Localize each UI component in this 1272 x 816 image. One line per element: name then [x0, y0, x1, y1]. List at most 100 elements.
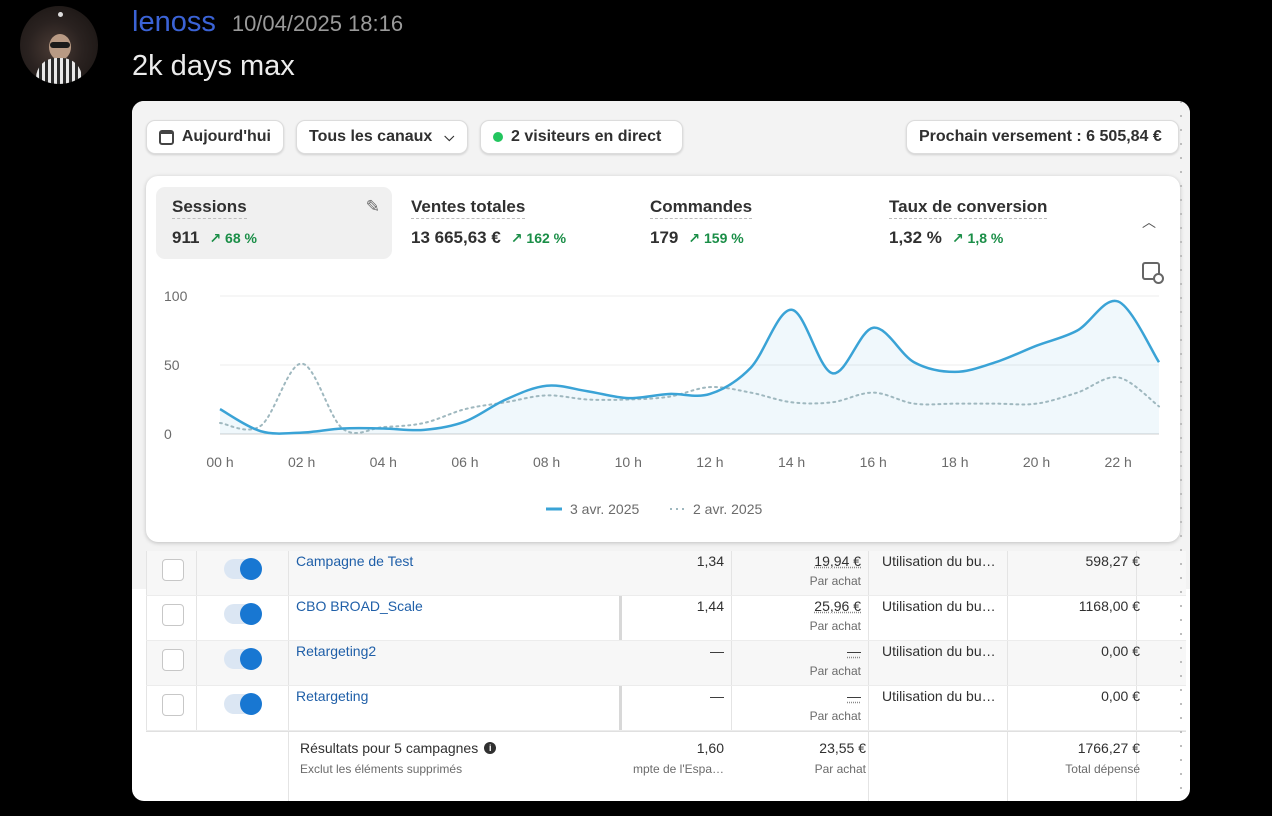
- metric-change: ↗ 1,8 %: [951, 230, 1004, 246]
- live-visitors-button[interactable]: 2 visiteurs en direct: [480, 120, 683, 154]
- row-cost-cell: — Par achat: [746, 688, 861, 723]
- chevron-down-icon: ⌵: [444, 129, 455, 144]
- column-divider: [288, 641, 289, 685]
- legend-label-current: 3 avr. 2025: [570, 501, 639, 517]
- table-row[interactable]: Retargeting — — Par achat Utilisation du bu……: [146, 686, 1186, 731]
- x-tick-label: 12 h: [696, 454, 723, 470]
- campaign-name-link[interactable]: Campagne de Test: [296, 553, 414, 569]
- metric-value: 179: [650, 228, 679, 247]
- x-tick-label: 08 h: [533, 454, 560, 470]
- attached-screenshot[interactable]: Aujourd'hui Tous les canaux ⌵ 2 visiteur…: [132, 101, 1190, 801]
- y-tick-label: 50: [164, 357, 180, 373]
- message-timestamp: 10/04/2025 18:16: [231, 11, 404, 36]
- row-checkbox[interactable]: [162, 649, 184, 671]
- column-divider: [288, 732, 289, 801]
- x-tick-label: 22 h: [1105, 454, 1132, 470]
- toggle-knob: [240, 648, 262, 670]
- column-divider: [146, 596, 147, 640]
- metric-label: Ventes totales: [411, 197, 526, 219]
- payout-label: Prochain versement : 6 505,84 €: [919, 128, 1162, 145]
- metric-label: Taux de conversion: [889, 197, 1048, 219]
- metric-change: ↗ 162 %: [510, 230, 567, 246]
- metric-conversion-rate[interactable]: Taux de conversion 1,32 % ↗ 1,8 %: [873, 187, 1109, 259]
- column-divider: [1136, 551, 1137, 595]
- metric-label: Sessions: [172, 197, 247, 219]
- row-checkbox[interactable]: [162, 559, 184, 581]
- avatar-light: [58, 12, 63, 17]
- summary-rate-value: 1,60: [696, 740, 724, 756]
- column-divider: [146, 551, 147, 595]
- x-tick-label: 02 h: [288, 454, 315, 470]
- avatar-glasses: [50, 42, 70, 48]
- column-divider: [288, 551, 289, 595]
- row-spent-value: 598,27 €: [1085, 553, 1141, 569]
- column-divider: [1007, 641, 1008, 685]
- row-checkbox[interactable]: [162, 694, 184, 716]
- row-cost-cell: — Par achat: [746, 643, 861, 678]
- column-divider: [146, 641, 147, 685]
- metric-value: 13 665,63 €: [411, 228, 501, 247]
- metric-value: 1,32 %: [889, 228, 942, 247]
- avatar-shirt: [36, 58, 82, 84]
- summary-rate-sub: mpte de l'Espa…: [632, 762, 724, 776]
- live-dot-icon: [493, 132, 503, 142]
- toggle-knob: [240, 693, 262, 715]
- info-icon[interactable]: i: [484, 742, 497, 754]
- campaign-toggle[interactable]: [224, 603, 262, 625]
- row-spent-value: 1168,00 €: [1078, 598, 1140, 614]
- y-tick-label: 100: [164, 288, 188, 304]
- y-tick-label: 0: [164, 426, 172, 442]
- table-row[interactable]: Retargeting2 — — Par achat Utilisation du bu…: [146, 641, 1186, 686]
- row-cost-sub: Par achat: [809, 574, 861, 588]
- metric-value: 911: [172, 228, 200, 247]
- column-divider: [731, 686, 732, 730]
- summary-title-text: Résultats pour 5 campagnes: [300, 740, 479, 756]
- row-rate-value: 1,34: [696, 553, 724, 569]
- analytics-card: Sessions ✎ 911 ↗ 68 % Ventes totales 13 …: [146, 176, 1180, 542]
- campaign-name-link[interactable]: CBO BROAD_Scale: [296, 598, 423, 614]
- row-spent-value: 0,00 €: [1101, 688, 1140, 704]
- legend-label-previous: 2 avr. 2025: [693, 501, 762, 517]
- column-divider: [1136, 732, 1137, 801]
- row-cost-sub: Par achat: [809, 709, 861, 723]
- row-budget-type: Utilisation du bu…: [882, 598, 996, 614]
- date-filter-button[interactable]: Aujourd'hui: [146, 120, 284, 154]
- summary-spent-value: 1766,27 €: [1077, 740, 1140, 756]
- campaign-name-link[interactable]: Retargeting2: [296, 643, 377, 659]
- username[interactable]: lenoss: [132, 6, 216, 38]
- pencil-icon[interactable]: ✎: [365, 197, 380, 216]
- metric-change: ↗ 68 %: [209, 230, 257, 246]
- column-divider: [731, 596, 732, 640]
- row-cost-cell: 19,94 € Par achat: [746, 553, 861, 588]
- campaign-toggle[interactable]: [224, 693, 262, 715]
- column-divider: [731, 551, 732, 595]
- campaign-toggle[interactable]: [224, 558, 262, 580]
- table-row[interactable]: Campagne de Test 1,34 19,94 € Par achat Util…: [146, 551, 1186, 596]
- channels-dropdown[interactable]: Tous les canaux ⌵: [296, 120, 468, 154]
- x-tick-label: 10 h: [615, 454, 642, 470]
- campaign-toggle[interactable]: [224, 648, 262, 670]
- user-avatar[interactable]: [20, 6, 98, 84]
- chevron-up-icon[interactable]: ︿: [1142, 214, 1156, 230]
- metric-orders[interactable]: Commandes 179 ↗ 159 %: [634, 187, 870, 259]
- x-tick-label: 00 h: [206, 454, 233, 470]
- series-area-current: [220, 300, 1159, 434]
- metric-total-sales[interactable]: Ventes totales 13 665,63 € ↗ 162 %: [395, 187, 631, 259]
- column-divider: [1007, 732, 1008, 801]
- campaign-name-link[interactable]: Retargeting: [296, 688, 369, 704]
- x-tick-label: 16 h: [860, 454, 887, 470]
- row-rate-value: —: [710, 688, 724, 704]
- column-divider: [1136, 596, 1137, 640]
- summary-subtitle: Exclut les éléments supprimés: [300, 762, 463, 776]
- table-row[interactable]: CBO BROAD_Scale 1,44 25,96 € Par achat Utili…: [146, 596, 1186, 641]
- sessions-line-chart: 100 50 0 00 h 02 h 04 h 06 h 08 h 10 h 12 h 14 h 16…: [164, 288, 1161, 517]
- report-search-icon[interactable]: [1142, 262, 1164, 284]
- column-divider: [1007, 596, 1008, 640]
- column-divider: [731, 641, 732, 685]
- row-cost-value: —: [847, 643, 861, 659]
- metric-sessions[interactable]: Sessions ✎ 911 ↗ 68 %: [156, 187, 392, 259]
- toggle-knob: [240, 603, 262, 625]
- row-checkbox[interactable]: [162, 604, 184, 626]
- live-visitors-label: 2 visiteurs en direct: [511, 128, 662, 145]
- payout-button[interactable]: Prochain versement : 6 505,84 €: [906, 120, 1179, 154]
